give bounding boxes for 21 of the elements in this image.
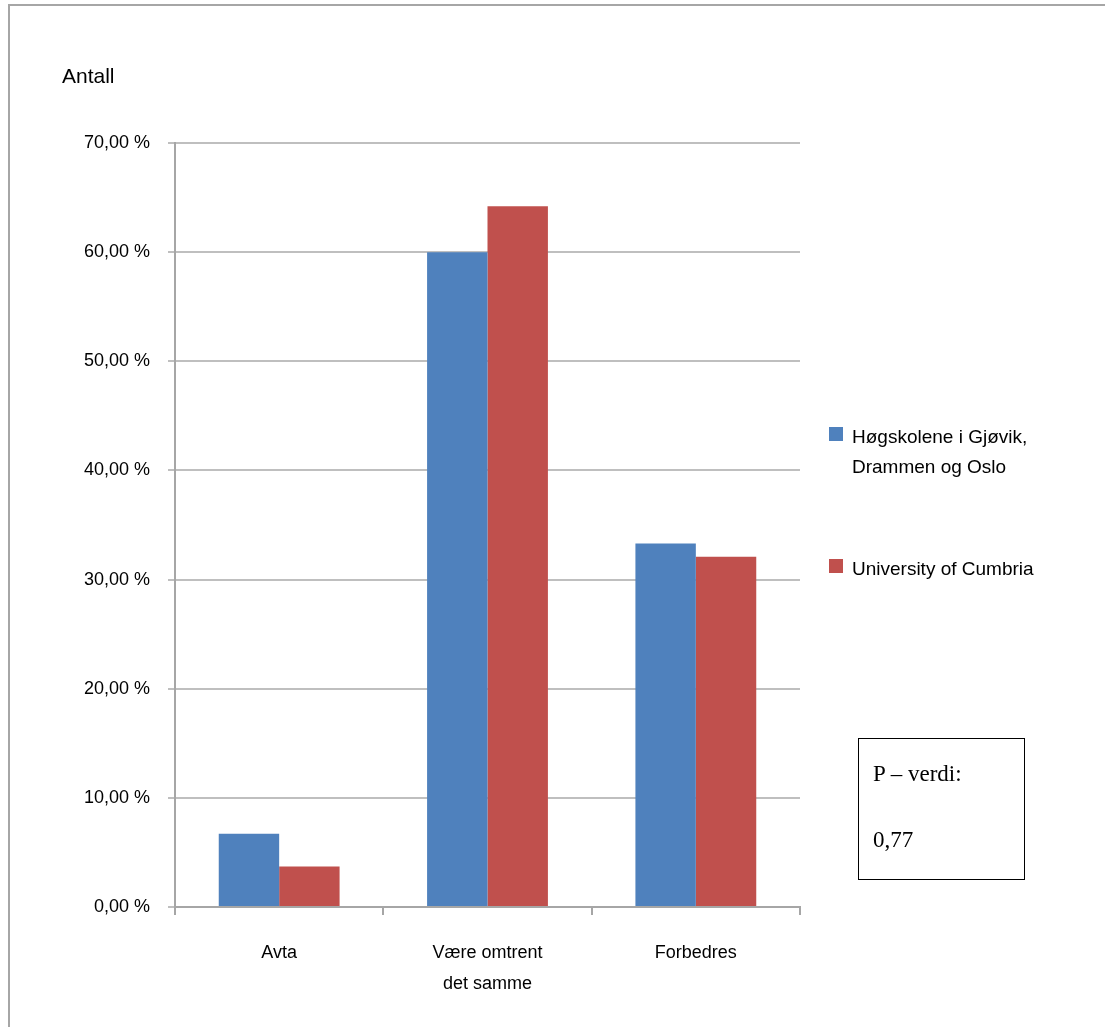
legend-label: Høgskolene i Gjøvik, Drammen og Oslo <box>852 425 1029 479</box>
bar <box>635 543 696 906</box>
bar <box>427 252 488 906</box>
bar <box>279 866 340 906</box>
bar <box>695 556 757 906</box>
y-tick-label: 30,00 % <box>83 568 150 589</box>
x-tick-label: Forbedres <box>654 941 737 962</box>
y-tick-label: 60,00 % <box>83 241 150 262</box>
y-tick-label: 70,00 % <box>83 131 150 152</box>
y-tick-label: 0,00 % <box>93 895 150 916</box>
y-tick-label: 50,00 % <box>83 350 150 371</box>
bar <box>218 833 280 906</box>
legend-label: University of Cumbria <box>852 557 1034 581</box>
y-tick-label: 10,00 % <box>83 786 150 807</box>
text: P – verdi: 0,77 <box>873 761 962 852</box>
x-tick-label: Være omtrent det samme <box>432 941 543 994</box>
y-axis-title: Antall <box>62 64 115 88</box>
x-tick-label: Avta <box>261 941 298 962</box>
bar <box>487 206 548 906</box>
y-tick-label: 40,00 % <box>83 459 150 480</box>
y-tick-label: 20,00 % <box>83 677 150 698</box>
